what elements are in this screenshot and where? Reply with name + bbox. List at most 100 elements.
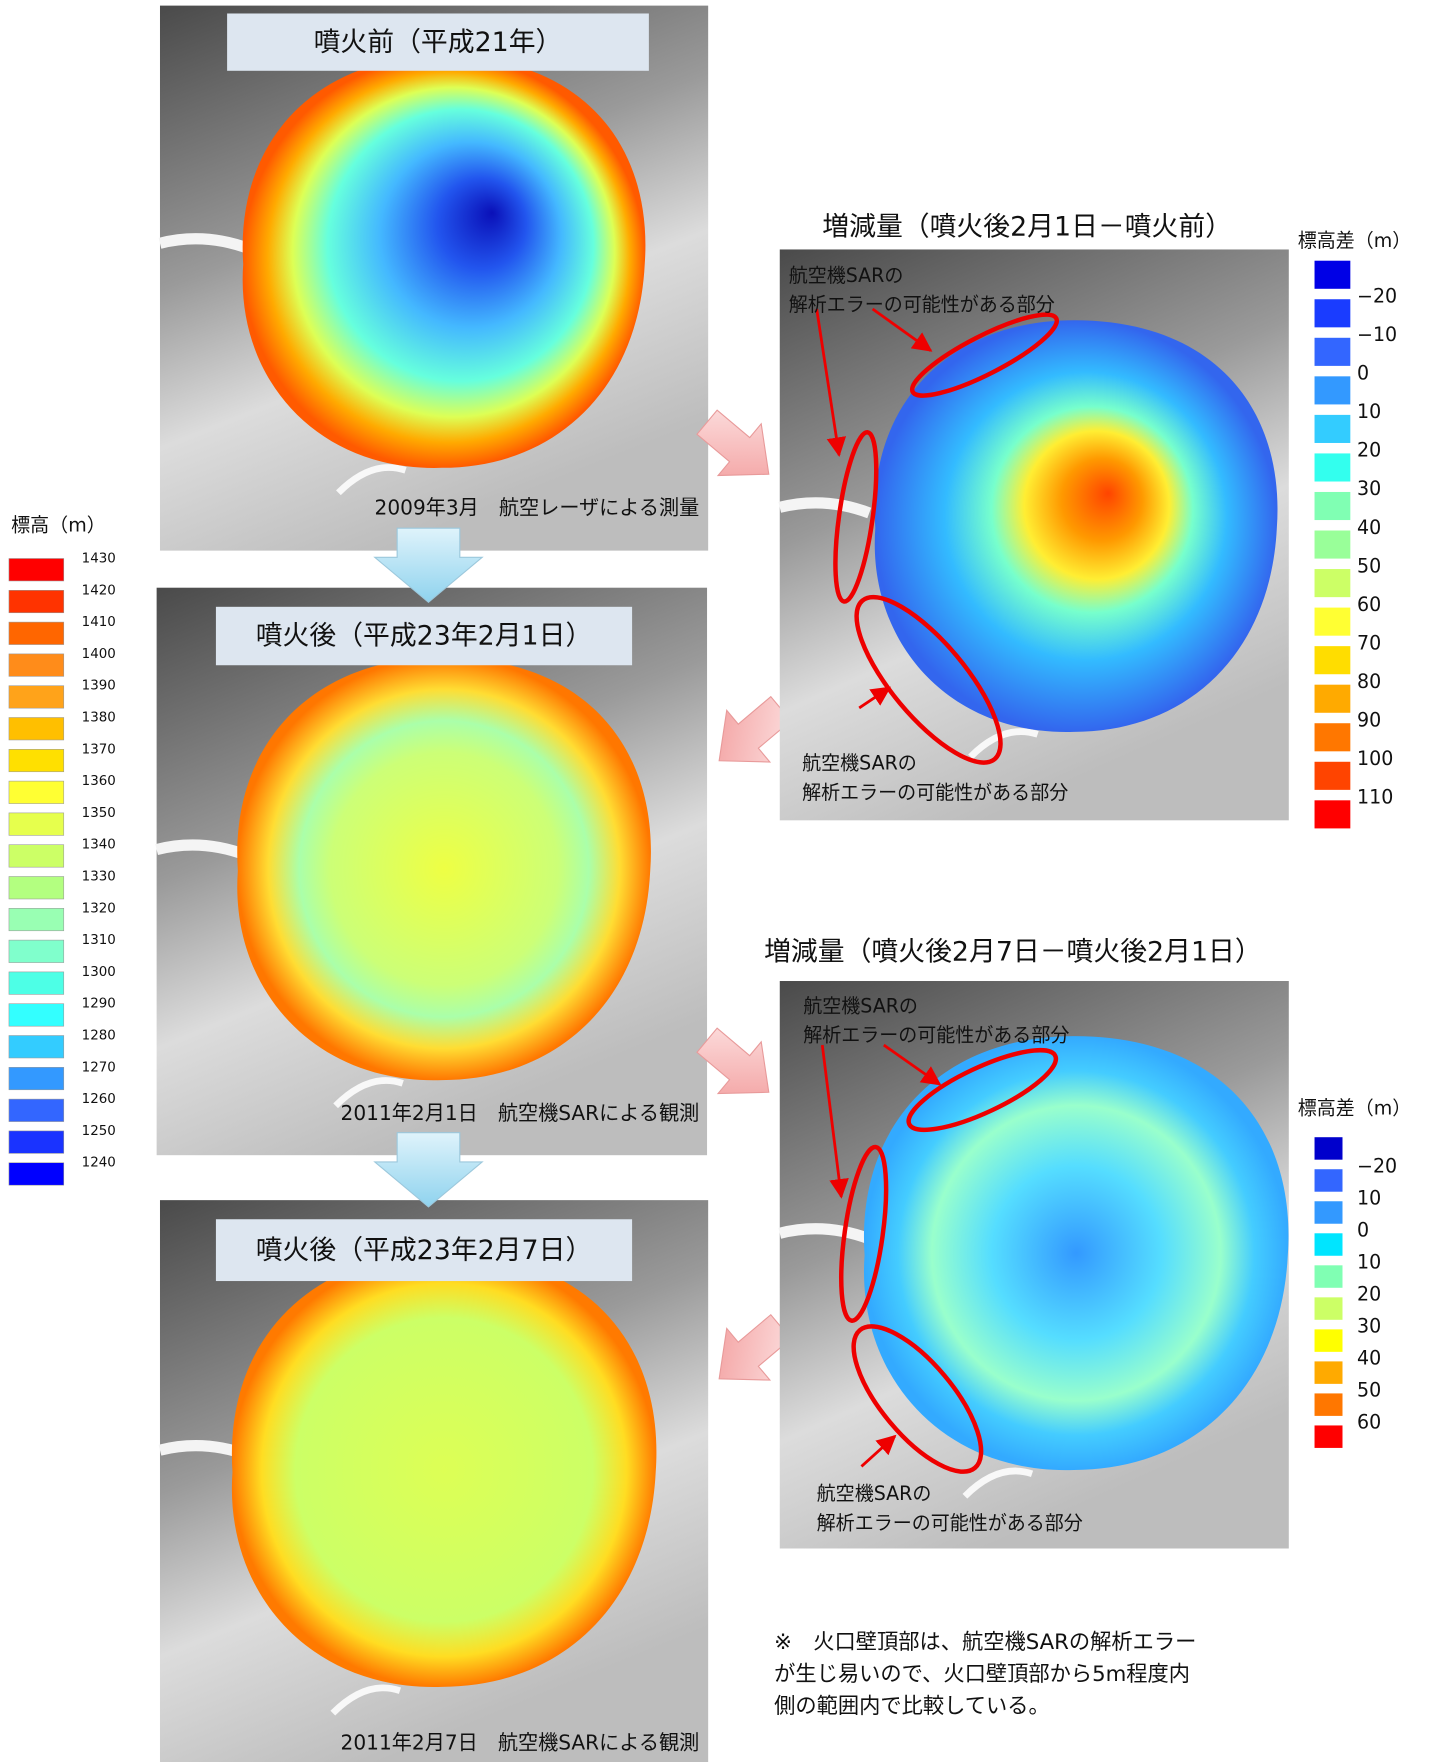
legend-label: 60 <box>1357 1412 1381 1434</box>
legend-label: 110 <box>1357 787 1393 809</box>
legend-swatch <box>1315 531 1351 559</box>
content: 噴火前（平成21年）2009年3月 航空レーザによる測量噴火後（平成23年2月1… <box>9 6 1411 1762</box>
legend-swatch <box>9 940 64 962</box>
legend-title: 標高差（m） <box>1298 230 1412 252</box>
legend-swatch <box>9 749 64 771</box>
annotation: 解析エラーの可能性がある部分 <box>803 1025 1069 1047</box>
legend-swatch <box>9 717 64 739</box>
legend-label: 1310 <box>82 933 116 948</box>
annotation: 航空機SARの <box>803 995 918 1017</box>
note-line: ※ 火口壁頂部は、航空機SARの解析エラー <box>774 1630 1196 1655</box>
legend-swatch <box>1315 415 1351 443</box>
legend-swatch <box>1315 1233 1343 1255</box>
legend-label: 1240 <box>82 1156 116 1171</box>
map <box>780 981 1289 1548</box>
legend-swatch <box>1315 569 1351 597</box>
panel-title: 噴火後（平成23年2月7日） <box>256 1235 593 1266</box>
legend-swatch <box>1315 376 1351 404</box>
legend-swatch <box>1315 800 1351 828</box>
legend-label: 100 <box>1357 748 1393 770</box>
legend-label: 1370 <box>82 742 116 757</box>
legend-swatch <box>1315 685 1351 713</box>
legend-swatch <box>1315 261 1351 289</box>
legend-swatch <box>9 1036 64 1058</box>
legend-swatch <box>9 781 64 803</box>
legend-swatch <box>9 622 64 644</box>
legend-label: −20 <box>1357 1155 1397 1177</box>
legend-label: 40 <box>1357 1348 1381 1370</box>
map <box>157 588 707 1155</box>
legend-swatch <box>1315 608 1351 636</box>
crater <box>864 1036 1289 1470</box>
legend-label: 1390 <box>82 679 116 694</box>
legend-swatch <box>9 654 64 676</box>
legend-swatch <box>9 972 64 994</box>
legend-swatch <box>1315 1297 1343 1319</box>
legend-swatch <box>1315 1393 1343 1415</box>
note-line: 側の範囲内で比較している。 <box>774 1694 1050 1719</box>
legend-label: 1340 <box>82 838 116 853</box>
legend-swatch <box>9 686 64 708</box>
legend-swatch <box>9 1004 64 1026</box>
legend-label: 60 <box>1357 594 1381 616</box>
legend-label: 50 <box>1357 1380 1381 1402</box>
legend-swatch <box>1315 723 1351 751</box>
legend-swatch <box>1315 1265 1343 1287</box>
page: { "elevation_legend": { "title": "標高（m）"… <box>0 0 1432 1762</box>
legend-label: 20 <box>1357 440 1381 462</box>
legend-label: 40 <box>1357 517 1381 539</box>
legend-label: 1400 <box>82 647 116 662</box>
legend-label: 1270 <box>82 1060 116 1075</box>
legend-label: 0 <box>1357 363 1369 385</box>
legend-label: 1360 <box>82 774 116 789</box>
legend-label: 10 <box>1357 401 1381 423</box>
legend-swatch <box>1315 1201 1343 1223</box>
legend-swatch <box>1315 1169 1343 1191</box>
crater <box>243 56 646 468</box>
legend-swatch <box>9 813 64 835</box>
annotation: 解析エラーの可能性がある部分 <box>789 294 1055 316</box>
panel-title: 増減量（噴火後2月7日－噴火後2月1日） <box>764 936 1262 967</box>
note-line: が生じ易いので、火口壁頂部から5m程度内 <box>774 1662 1190 1687</box>
panel-caption: 2011年2月1日 航空機SARによる観測 <box>341 1101 700 1125</box>
legend-swatch <box>9 1099 64 1121</box>
legend-label: −20 <box>1357 285 1397 307</box>
annotation: 航空機SARの <box>817 1483 932 1505</box>
legend-label: 1420 <box>82 583 116 598</box>
legend-label: 30 <box>1357 478 1381 500</box>
annotation: 解析エラーの可能性がある部分 <box>817 1512 1083 1534</box>
legend-label: 1320 <box>82 901 116 916</box>
legend-swatch <box>1315 762 1351 790</box>
legend-label: 80 <box>1357 671 1381 693</box>
panel-title: 噴火後（平成23年2月1日） <box>256 621 593 652</box>
legend-swatch <box>1315 299 1351 327</box>
legend-label: 10 <box>1357 1252 1381 1274</box>
map <box>160 1200 708 1762</box>
legend-label: 1330 <box>82 869 116 884</box>
annotation: 航空機SARの <box>802 753 917 775</box>
legend-label: 50 <box>1357 555 1381 577</box>
legend-swatch <box>9 590 64 612</box>
panel-title: 増減量（噴火後2月1日－噴火前） <box>822 212 1232 243</box>
legend-swatch <box>1315 1361 1343 1383</box>
legend-swatch <box>9 1067 64 1089</box>
legend-label: 1350 <box>82 806 116 821</box>
legend-label: 1430 <box>82 551 116 566</box>
legend-label: 30 <box>1357 1316 1381 1338</box>
legend-title: 標高（m） <box>11 514 106 536</box>
legend-label: 0 <box>1357 1220 1369 1242</box>
legend-swatch <box>1315 338 1351 366</box>
panel-caption: 2011年2月7日 航空機SARによる観測 <box>341 1730 700 1754</box>
legend-label: −10 <box>1357 324 1397 346</box>
panel-caption: 2009年3月 航空レーザによる測量 <box>375 496 700 520</box>
legend-label: 1290 <box>82 997 116 1012</box>
legend-label: 1410 <box>82 615 116 630</box>
legend-label: 1300 <box>82 965 116 980</box>
legend-swatch <box>1315 1425 1343 1447</box>
legend-swatch <box>9 908 64 930</box>
legend-swatch <box>9 1163 64 1185</box>
legend-label: 10 <box>1357 1187 1381 1209</box>
crater <box>875 320 1278 732</box>
legend-label: 1260 <box>82 1092 116 1107</box>
legend-swatch <box>1315 492 1351 520</box>
